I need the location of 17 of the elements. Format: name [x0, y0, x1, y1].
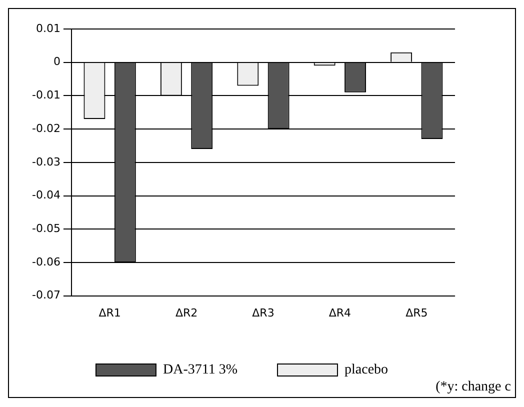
text: (*y: change c	[436, 380, 511, 395]
x-tick-label: ΔR3	[252, 306, 274, 320]
legend-label: DA-3711 3%	[162, 362, 238, 378]
y-tick-label: -0.06	[32, 255, 60, 268]
x-tick-label: ΔR4	[328, 306, 352, 320]
y-tick-label: -0.05	[32, 222, 60, 235]
x-tick-label: ΔR5	[406, 306, 428, 320]
y-tick-label: -0.04	[32, 188, 60, 202]
y-tick-label: -0.02	[32, 122, 60, 135]
x-tick-label: ΔR1	[98, 306, 121, 320]
y-tick-label: 0.01	[36, 22, 60, 35]
legend-label: placebo	[344, 362, 388, 378]
y-tick-label: -0.07	[32, 288, 60, 302]
y-tick-label: -0.03	[32, 155, 60, 168]
y-tick-label: 0	[53, 55, 60, 68]
y-tick-label: -0.01	[32, 88, 60, 102]
x-tick-label: ΔR2	[175, 306, 198, 320]
